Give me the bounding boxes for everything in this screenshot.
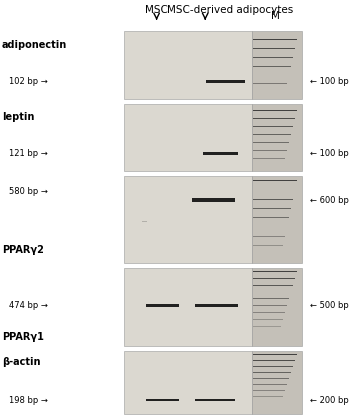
Bar [192,198,235,202]
Text: ← 100 bp: ← 100 bp [310,77,348,86]
Bar [252,31,302,99]
Bar [253,396,283,397]
Bar [252,104,302,171]
Bar [253,126,293,127]
Bar [253,39,297,40]
Bar [253,158,285,159]
Bar [253,48,295,49]
Bar [253,354,297,355]
Text: 121 bp →: 121 bp → [9,149,48,158]
Bar [253,312,285,313]
Text: ← 200 bp: ← 200 bp [310,395,348,405]
Bar [253,217,289,218]
Bar [253,319,283,320]
Bar [253,372,291,373]
Bar [253,305,287,306]
Bar [253,57,293,58]
Bar [253,118,295,119]
Bar [253,199,293,200]
Bar [253,74,289,75]
Bar [253,134,291,135]
Bar [253,110,297,111]
Text: ← 100 bp: ← 100 bp [310,149,348,158]
Bar [253,298,289,299]
Text: PPARγ2: PPARγ2 [2,245,44,255]
Text: adiponectin: adiponectin [2,40,67,50]
Bar [145,399,179,401]
Text: MSC: MSC [145,5,168,15]
Bar [253,142,289,143]
Text: ← 500 bp: ← 500 bp [310,301,348,310]
Bar [253,378,289,379]
Bar [253,208,291,209]
Text: M: M [271,11,280,21]
Bar [253,150,287,151]
Text: 198 bp →: 198 bp → [9,395,48,405]
Bar [253,245,283,246]
Bar [195,304,238,307]
Bar [124,104,252,171]
Bar [252,351,302,414]
Bar [253,333,279,334]
Bar [124,351,252,414]
Bar [124,268,252,346]
Bar [253,390,285,391]
Bar [203,153,238,155]
Bar [145,304,179,307]
Text: PPARγ1: PPARγ1 [2,332,44,342]
Bar [252,176,302,263]
Bar [124,176,252,263]
Bar [253,190,295,191]
Bar [253,278,295,279]
Bar [195,399,235,401]
Text: MSC-derived adipocytes: MSC-derived adipocytes [167,5,293,15]
Bar [253,366,293,367]
Bar [253,360,295,361]
Text: 580 bp →: 580 bp → [9,187,48,196]
Text: β-actin: β-actin [2,357,40,367]
Bar [206,80,246,83]
Bar [252,268,302,346]
Bar [253,271,297,272]
Bar [253,236,285,237]
Text: 102 bp →: 102 bp → [9,77,48,86]
Bar [142,221,147,222]
Bar [253,292,291,293]
Bar [253,384,287,385]
Text: ← 600 bp: ← 600 bp [310,196,348,205]
Text: leptin: leptin [2,112,34,122]
Bar [124,31,252,99]
Text: 474 bp →: 474 bp → [9,301,48,310]
